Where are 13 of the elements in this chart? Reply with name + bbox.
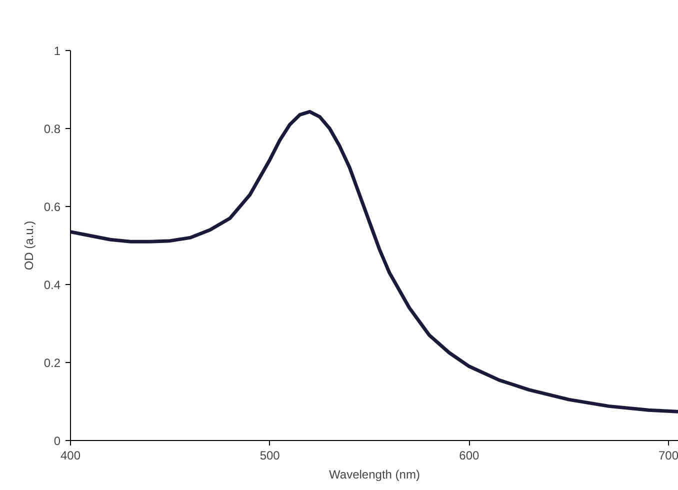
x-tick-label: 600 — [459, 448, 480, 462]
y-tick-label: 0 — [54, 434, 61, 448]
y-tick-label: 1 — [54, 44, 61, 58]
y-tick-label: 0.8 — [44, 122, 61, 136]
x-tick-label: 700 — [658, 448, 678, 462]
x-tick-label: 400 — [60, 448, 81, 462]
x-axis-title: Wavelength (nm) — [329, 468, 420, 482]
y-tick-label: 0.4 — [44, 278, 61, 292]
x-tick-label: 500 — [260, 448, 280, 462]
line-series — [70, 110, 678, 414]
y-tick-label: 0.2 — [44, 356, 61, 370]
y-axis-title: OD (a.u.) — [22, 220, 36, 270]
y-tick-label: 0.6 — [44, 200, 61, 214]
